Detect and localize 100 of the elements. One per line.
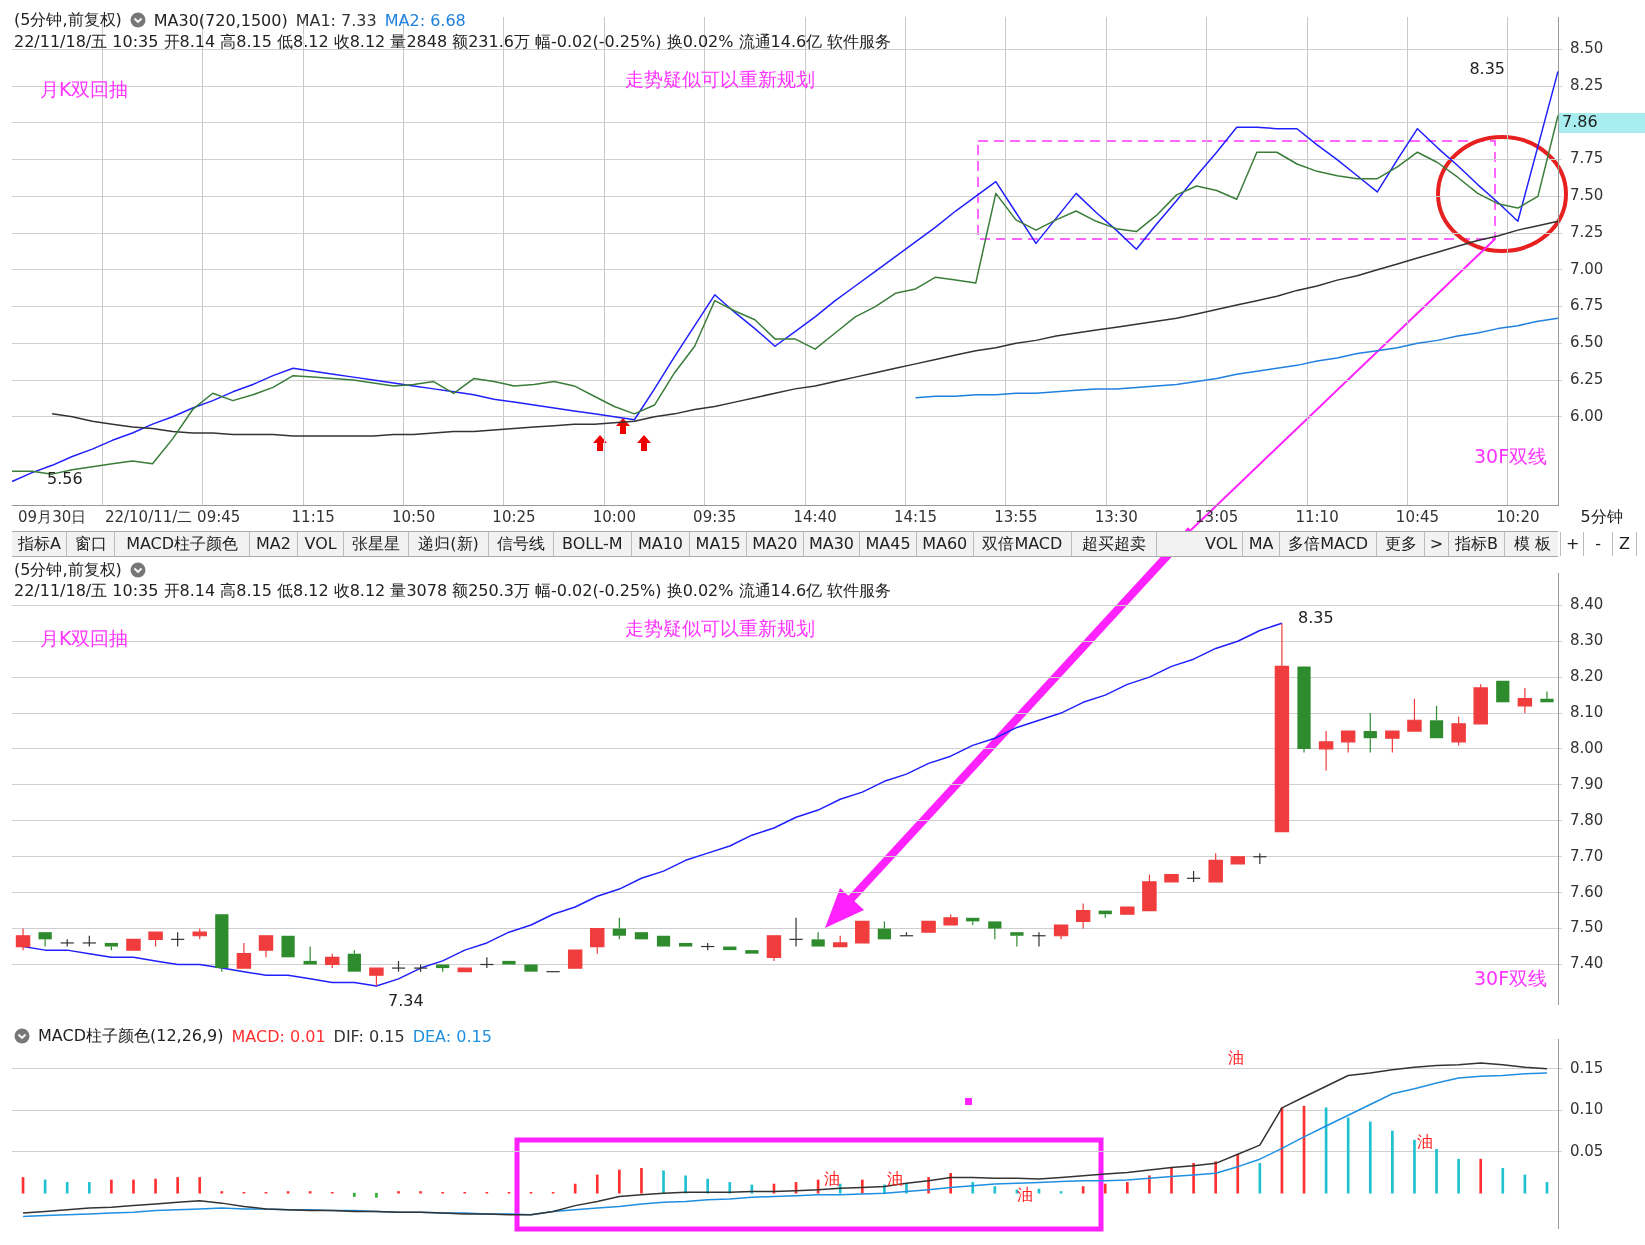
y-tick-label: 6.50 [1570, 333, 1604, 352]
text: MA10 [631, 532, 691, 556]
x-tick-label: 14:40 [793, 507, 837, 526]
bar [706, 1178, 710, 1194]
bar [286, 1191, 290, 1194]
x-tick-label: 13:30 [1094, 507, 1138, 526]
bar [949, 1172, 952, 1194]
x-tick-label: 11:15 [291, 507, 335, 526]
text: 双倍MACD [973, 532, 1073, 556]
bar [1435, 1148, 1438, 1194]
bar [684, 1175, 687, 1194]
y-tick-label: 7.90 [1570, 774, 1604, 793]
bar [353, 1192, 356, 1197]
text: BOLL-M [553, 532, 632, 556]
annotation: 油 [1017, 1185, 1033, 1205]
bar [595, 1174, 599, 1194]
chart-title: (5分钟,前复权) [14, 9, 122, 31]
bar [308, 1191, 312, 1194]
bar [1103, 1183, 1107, 1194]
text: Z [1613, 532, 1637, 556]
text: 更多 [1377, 532, 1425, 556]
x-tick-label: 13:55 [994, 507, 1038, 526]
bar [1059, 1191, 1063, 1194]
text: MA20 [746, 532, 804, 556]
bar [905, 1183, 908, 1194]
bar [993, 1186, 997, 1194]
y-tick-label: 0.10 [1570, 1100, 1604, 1119]
bar [397, 1191, 400, 1194]
annotation: 油 [824, 1169, 840, 1189]
bar [220, 1191, 224, 1194]
text: DIF: 0.15 [333, 1026, 405, 1046]
text: + [1561, 532, 1585, 556]
y-tick-label: 7.25 [1570, 222, 1604, 241]
candlestick [436, 964, 450, 973]
y-tick-label: 8.10 [1570, 702, 1604, 721]
annotation: 30F双线 [1474, 966, 1548, 989]
text: MA1: 7.33 [295, 10, 377, 30]
annotation: 油 [1417, 1132, 1433, 1152]
bar [1501, 1167, 1505, 1194]
text: 递归(新) [409, 532, 489, 556]
bar [1391, 1130, 1394, 1194]
text: DEA: 0.15 [412, 1026, 492, 1046]
text: > [1424, 532, 1449, 556]
text: MA2: 6.68 [384, 10, 466, 30]
bar [132, 1179, 135, 1194]
y-tick-label: 7.00 [1570, 259, 1604, 278]
bar [1126, 1182, 1129, 1194]
bar [1368, 1121, 1372, 1194]
annotation: 月K双回抽 [40, 626, 129, 649]
text: 信号线 [488, 532, 554, 556]
x-tick-label: 10:50 [391, 507, 436, 526]
annotation: 5.56 [47, 469, 83, 489]
text: MA30 [803, 532, 861, 556]
bar [1346, 1117, 1350, 1194]
bar [640, 1167, 643, 1194]
bar [573, 1183, 577, 1194]
annotation: 月K双回抽 [40, 77, 129, 100]
x-axis-title: 5分钟 [1580, 507, 1623, 527]
text: 7.86 [1562, 112, 1598, 132]
candlestick [215, 914, 229, 973]
y-tick-label: 7.70 [1570, 846, 1604, 865]
text: MA15 [690, 532, 747, 556]
bar [728, 1182, 732, 1194]
y-tick-label: 7.60 [1570, 882, 1604, 901]
y-tick-label: 7.50 [1570, 186, 1604, 205]
text: 指标A [12, 532, 68, 556]
y-tick-label: 6.25 [1570, 369, 1604, 388]
annotation: 油 [1228, 1048, 1244, 1068]
candlestick [1297, 666, 1311, 754]
bar [1170, 1167, 1173, 1194]
text: VOL [1157, 532, 1244, 556]
x-tick-label: 09月30日 [18, 507, 87, 526]
x-tick-label: 11:10 [1295, 507, 1339, 526]
text: MA60 [916, 532, 974, 556]
y-tick-label: 8.25 [1570, 75, 1604, 94]
y-tick-label: 8.00 [1570, 738, 1604, 757]
x-tick-label: 10:00 [592, 507, 636, 526]
x-tick-label: 14:15 [893, 507, 938, 526]
chart-title: MACD柱子颜色(12,26,9) [38, 1025, 224, 1047]
y-tick-label: 8.30 [1570, 631, 1604, 650]
bar [65, 1182, 69, 1194]
y-tick-label: 6.75 [1570, 296, 1604, 315]
candlestick [347, 949, 361, 972]
candlestick [1363, 712, 1377, 754]
text: MA2 [249, 532, 298, 556]
y-tick-label: 7.50 [1570, 918, 1604, 937]
x-tick-label: 10:45 [1395, 507, 1440, 526]
annotation: 30F双线 [1474, 444, 1548, 467]
y-tick-label: 7.75 [1570, 149, 1604, 168]
bar [1148, 1175, 1151, 1194]
bar [198, 1177, 202, 1194]
bar [419, 1191, 422, 1194]
y-tick-label: 8.50 [1570, 39, 1604, 58]
text: VOL [298, 532, 345, 556]
y-tick-label: 0.05 [1570, 1141, 1604, 1160]
y-tick-label: 0.15 [1570, 1058, 1604, 1077]
y-tick-label: 7.80 [1570, 810, 1604, 829]
y-tick-label: 8.40 [1570, 595, 1604, 614]
candlestick [1274, 622, 1290, 833]
bar [1479, 1158, 1483, 1194]
